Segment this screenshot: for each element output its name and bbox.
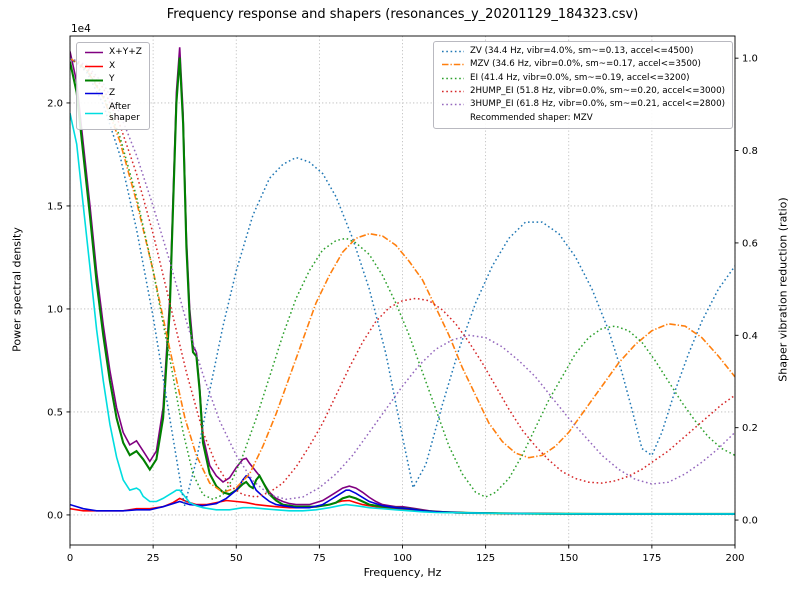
- y-right-tick-label: 0.4: [742, 331, 758, 342]
- y-right-tick-label: 0.6: [742, 238, 758, 249]
- y-left-tick-label: 0.5: [47, 407, 63, 418]
- legend-line-sample-svg: [85, 52, 103, 54]
- legend-line-sample: [84, 88, 104, 99]
- series-shaper-2hump-ei: [70, 57, 735, 498]
- legend-line-sample: [84, 108, 104, 119]
- y-left-tick-label: 1.0: [47, 304, 63, 315]
- y-left-axis-label: Power spectral density: [10, 227, 24, 352]
- legend-label: 2HUMP_EI (51.8 Hz, vibr=0.0%, sm~=0.20, …: [469, 85, 725, 96]
- y-right-axis-label: Shaper vibration reduction (ratio): [776, 197, 790, 382]
- legend-empty-sample: [441, 113, 465, 124]
- legend-line-sample: [441, 73, 465, 84]
- y-axis-offset-text: 1e4: [71, 23, 91, 35]
- legend-line-sample-svg: [441, 90, 464, 93]
- legend-line-sample-svg: [441, 104, 464, 106]
- legend-item: EI (41.4 Hz, vibr=0.0%, sm~=0.19, accel<…: [441, 73, 725, 84]
- legend-line-sample: [84, 47, 104, 58]
- x-tick-label: 125: [476, 553, 495, 564]
- legend-label: MZV (34.6 Hz, vibr=0.0%, sm~=0.17, accel…: [469, 59, 701, 70]
- legend-line-sample-svg: [441, 64, 464, 66]
- series-psd-y: [70, 57, 735, 515]
- legend-line-sample-svg: [85, 112, 103, 115]
- legend-item: MZV (34.6 Hz, vibr=0.0%, sm~=0.17, accel…: [441, 59, 725, 70]
- x-tick-label: 50: [230, 553, 243, 564]
- y-right-tick-label: 1.0: [742, 54, 758, 65]
- series-psd-z: [70, 474, 735, 515]
- x-tick-label: 75: [313, 553, 326, 564]
- legend-line-sample-svg: [85, 79, 103, 82]
- x-tick-label: 0: [67, 553, 73, 564]
- series-group: [70, 47, 735, 515]
- plot-title: Frequency response and shapers (resonanc…: [166, 7, 639, 22]
- legend-footer-label: Recommended shaper: MZV: [469, 112, 593, 123]
- x-tick-label: 100: [393, 553, 412, 564]
- legend-line-sample: [441, 99, 465, 110]
- legend-item: X: [84, 61, 142, 73]
- legend-label: 3HUMP_EI (61.8 Hz, vibr=0.0%, sm~=0.21, …: [469, 99, 725, 110]
- legend-line-sample: [441, 46, 465, 57]
- legend-line-sample: [441, 59, 465, 70]
- legend-item: ZV (34.4 Hz, vibr=4.0%, sm~=0.13, accel<…: [441, 46, 725, 57]
- legend-item: Z: [84, 88, 142, 100]
- legend-item: After shaper: [84, 102, 142, 125]
- x-tick-label: 200: [725, 553, 744, 564]
- series-psd-after-shaper: [70, 113, 735, 515]
- x-tick-label: 25: [147, 553, 160, 564]
- legend-shapers: ZV (34.4 Hz, vibr=4.0%, sm~=0.13, accel<…: [432, 41, 733, 129]
- legend-psd: X+Y+Z X Y Z After shaper: [76, 42, 150, 131]
- y-left-tick-label: 2.0: [47, 98, 63, 109]
- y-left-tick-label: 0.0: [47, 510, 63, 521]
- legend-line-sample: [84, 61, 104, 72]
- legend-label: Y: [109, 74, 115, 85]
- y-right-tick-label: 0.8: [742, 146, 758, 157]
- legend-item: Y: [84, 74, 142, 86]
- legend-line-sample-svg: [441, 77, 464, 80]
- legend-label: X: [109, 60, 116, 71]
- y-right-tick-label: 0.2: [742, 423, 758, 434]
- series-shaper-mzv: [70, 57, 735, 494]
- legend-item: 2HUMP_EI (51.8 Hz, vibr=0.0%, sm~=0.20, …: [441, 86, 725, 97]
- legend-line-sample-svg: [85, 65, 103, 68]
- legend-line-sample: [84, 75, 104, 86]
- legend-item: 3HUMP_EI (61.8 Hz, vibr=0.0%, sm~=0.21, …: [441, 99, 725, 110]
- legend-label: ZV (34.4 Hz, vibr=4.0%, sm~=0.13, accel<…: [469, 46, 694, 56]
- y-right-tick-label: 0.0: [742, 516, 758, 527]
- legend-line-sample-svg: [441, 50, 464, 53]
- legend-line-sample: [441, 86, 465, 97]
- series-shaper-3hump-ei: [70, 57, 735, 501]
- recommended-shaper-note: Recommended shaper: MZV: [441, 113, 725, 124]
- legend-label: EI (41.4 Hz, vibr=0.0%, sm~=0.19, accel<…: [469, 72, 690, 83]
- y-left-tick-label: 1.5: [47, 201, 63, 212]
- x-tick-label: 150: [559, 553, 578, 564]
- legend-line-sample-svg: [85, 93, 103, 95]
- x-axis-label: Frequency, Hz: [363, 566, 442, 579]
- legend-label: X+Y+Z: [109, 47, 142, 57]
- series-shaper-ei: [70, 57, 735, 501]
- legend-label: Z: [109, 88, 116, 99]
- series-shaper-zv: [70, 57, 735, 507]
- legend-item: X+Y+Z: [84, 47, 142, 59]
- x-tick-label: 175: [642, 553, 661, 564]
- legend-label: After shaper: [109, 101, 140, 124]
